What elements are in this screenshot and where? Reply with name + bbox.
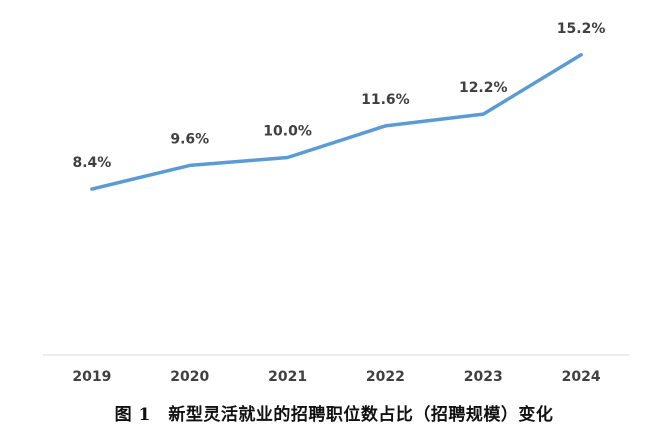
data-label: 15.2% [557, 21, 606, 37]
figure-caption: 图 1 新型灵活就业的招聘职位数占比（招聘规模）变化 [114, 405, 554, 425]
data-point [383, 124, 387, 128]
tick-label-layer: 2019 2020 2021 2022 2023 2024 [72, 369, 600, 385]
series-layer [90, 53, 583, 191]
data-label: 8.4% [73, 155, 112, 171]
x-tick-label: 2019 [72, 369, 111, 385]
data-label-layer: 8.4% 9.6% 10.0% 11.6% 12.2% 15.2% [73, 21, 606, 171]
data-label: 11.6% [361, 92, 410, 108]
x-tick-label: 2022 [366, 369, 405, 385]
x-tick-label: 2020 [170, 369, 209, 385]
data-point [188, 163, 192, 167]
data-point [579, 53, 583, 57]
data-point [481, 112, 485, 116]
data-label: 9.6% [170, 131, 209, 147]
data-label: 10.0% [263, 124, 312, 140]
x-tick-label: 2023 [464, 369, 503, 385]
x-tick-label: 2021 [268, 369, 307, 385]
series-line [90, 53, 583, 191]
data-label: 12.2% [459, 80, 508, 96]
data-point [286, 156, 290, 159]
x-tick-label: 2024 [562, 369, 601, 385]
data-point [90, 187, 94, 191]
